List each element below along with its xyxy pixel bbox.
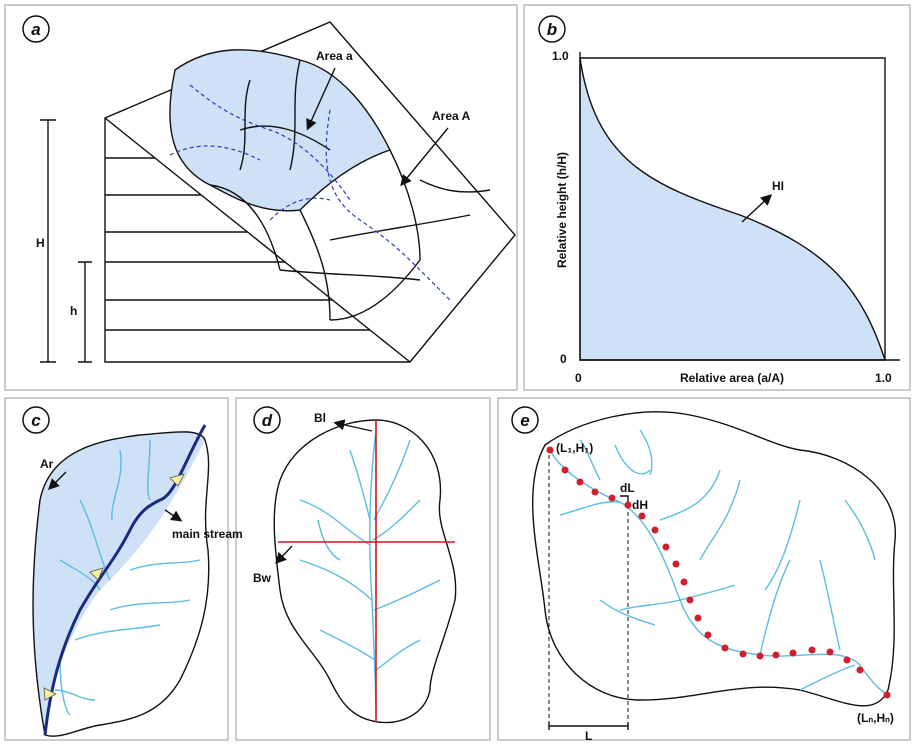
panel-label: e [520,411,529,430]
panel-label: a [31,20,40,39]
annotation: Bl [314,411,326,425]
annotation-word: main stream [172,527,243,541]
annotation: HI [772,179,784,193]
figure: a H h Area a Area A b HI 1.0 0 0 1.0 Rel… [0,0,915,745]
axis-title: Relative height (h/H) [555,152,569,268]
height-label: h [70,304,77,318]
axis-title: Relative area (a/A) [680,371,784,385]
annotation: (L₁,H₁) [556,441,593,455]
annotation: dH [632,498,648,512]
annotation: (Lₙ,Hₙ) [857,711,894,725]
panel-d [236,398,490,740]
panel-label: b [547,20,557,39]
annotation: L [585,729,592,743]
annotation: Ar [40,457,54,471]
axis-tick: 0 [575,371,582,385]
axis-tick: 0 [560,352,567,366]
annotation: Area A [432,109,471,123]
annotation: Bw [253,571,272,585]
panel-label: d [262,411,273,430]
axis-tick: 1.0 [552,49,569,63]
panel-label: c [31,411,41,430]
annotation: main stream [172,527,243,541]
axis-tick: 1.0 [875,371,892,385]
height-label: H [36,236,45,250]
annotation: Area a [316,49,353,63]
annotation: dL [620,481,635,495]
